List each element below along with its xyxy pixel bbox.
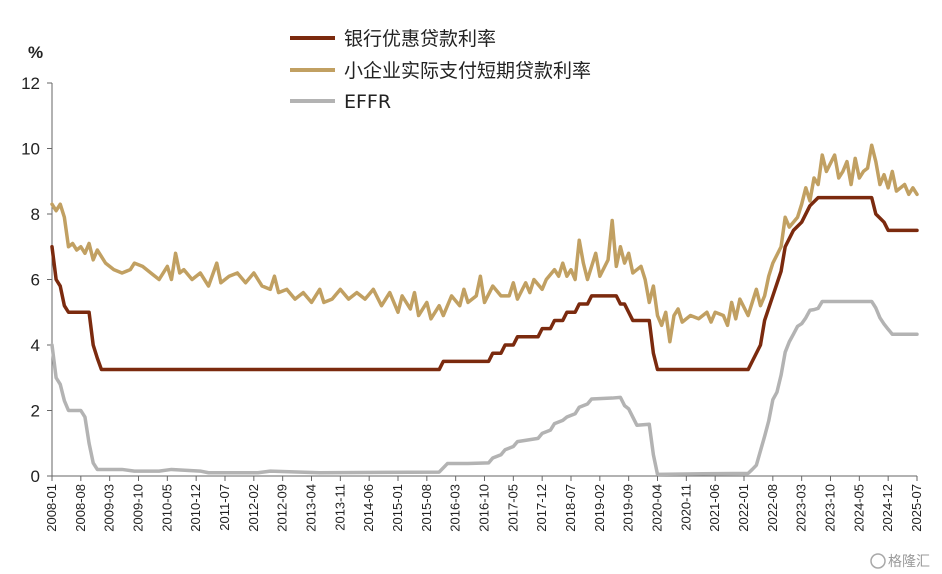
x-tick-label: 2009-03: [102, 484, 117, 532]
x-tick-label: 2010-05: [159, 484, 174, 532]
x-tick-label: 2022-08: [765, 484, 780, 532]
x-tick-label: 2018-07: [563, 484, 578, 532]
x-axis: 2008-01 2008-08 2009-03 2009-10 2010-05 2010-…: [44, 475, 924, 532]
x-tick-label: 2010-12: [188, 484, 203, 532]
legend-label: 银行优惠贷款利率: [344, 28, 496, 50]
legend-item: EFFR: [290, 91, 391, 113]
x-tick-label: 2025-07: [909, 484, 924, 532]
legend-label: 小企业实际支付短期贷款利率: [344, 60, 591, 82]
watermark-text: 格隆汇: [888, 554, 930, 570]
x-tick-label: 2024-12: [880, 484, 895, 532]
y-unit-label: %: [28, 43, 43, 62]
x-tick-label: 2011-07: [217, 484, 232, 531]
x-tick-label: 2015-01: [390, 484, 405, 532]
legend-item: 小企业实际支付短期贷款利率: [290, 60, 591, 82]
series-line-0: [50, 195, 919, 372]
y-tick-label: 4: [31, 336, 40, 355]
x-tick-label: 2021-06: [707, 484, 722, 532]
watermark: 格隆汇: [870, 553, 930, 570]
watermark-logo-icon: [870, 553, 886, 569]
x-tick-label: 2009-10: [131, 484, 146, 532]
x-tick-label: 2013-11: [332, 484, 347, 531]
legend-item: 银行优惠贷款利率: [290, 28, 496, 50]
x-tick-label: 2016-10: [477, 484, 492, 532]
x-tick-label: 2016-03: [448, 484, 463, 532]
series-layer: [50, 143, 919, 477]
x-tick-label: 2020-04: [650, 484, 665, 532]
x-tick-label: 2015-08: [419, 484, 434, 532]
y-tick-label: 12: [21, 74, 40, 93]
series-line-1: [50, 143, 919, 344]
x-tick-label: 2008-01: [44, 484, 59, 532]
x-tick-label: 2012-09: [275, 484, 290, 532]
x-tick-label: 2019-02: [592, 484, 607, 532]
y-tick-label: 10: [21, 140, 40, 159]
y-tick-label: 8: [31, 205, 40, 224]
x-tick-label: 2014-06: [361, 484, 376, 532]
y-tick-label: 0: [31, 467, 40, 486]
x-tick-label: 2023-03: [794, 484, 809, 532]
x-tick-label: 2017-12: [534, 484, 549, 532]
x-tick-label: 2008-08: [73, 484, 88, 532]
y-tick-label: 6: [31, 271, 40, 290]
x-tick-label: 2020-11: [678, 484, 693, 531]
y-tick-label: 2: [31, 402, 40, 421]
x-tick-label: 2022-01: [736, 484, 751, 532]
x-tick-label: 2017-05: [505, 484, 520, 532]
legend-label: EFFR: [344, 91, 391, 113]
x-tick-label: 2013-04: [304, 484, 319, 532]
x-tick-label: 2023-10: [823, 484, 838, 532]
series-line-2: [50, 299, 919, 477]
x-tick-label: 2019-09: [621, 484, 636, 532]
y-axis: 0 2 4 6 8 10 12: [21, 74, 53, 486]
x-tick-label: 2012-02: [246, 484, 261, 532]
x-tick-label: 2024-05: [851, 484, 866, 532]
